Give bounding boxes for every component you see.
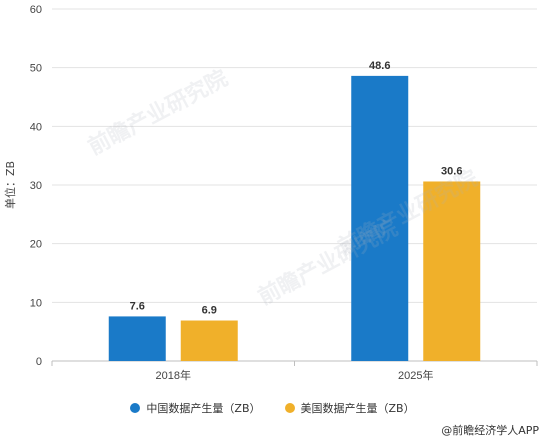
legend-item: 中国数据产生量（ZB） bbox=[130, 400, 261, 416]
data-label: 6.9 bbox=[202, 305, 217, 317]
y-tick-label: 50 bbox=[30, 63, 42, 75]
legend-marker bbox=[130, 403, 141, 413]
legend-item: 美国数据产生量（ZB） bbox=[284, 400, 415, 416]
legend-marker bbox=[284, 403, 295, 413]
data-label: 48.6 bbox=[369, 60, 390, 72]
legend-label: 中国数据产生量（ZB） bbox=[146, 402, 261, 415]
data-label: 30.6 bbox=[441, 165, 462, 177]
y-axis-label: 单位：ZB bbox=[3, 161, 17, 209]
bar bbox=[423, 181, 481, 361]
legend-label: 美国数据产生量（ZB） bbox=[300, 402, 415, 415]
y-tick-label: 0 bbox=[36, 356, 42, 368]
x-tick-label: 2025年 bbox=[398, 368, 433, 382]
y-tick-label: 30 bbox=[30, 180, 42, 192]
bar bbox=[108, 316, 166, 361]
chart-legend: 中国数据产生量（ZB） 美国数据产生量（ZB） bbox=[0, 400, 545, 416]
bar bbox=[351, 75, 409, 361]
y-tick-label: 40 bbox=[30, 121, 42, 133]
bar bbox=[180, 320, 238, 361]
y-tick-label: 60 bbox=[30, 4, 42, 16]
bar-chart: 0 10 20 30 40 50 60 单位：ZB 7.6 6.9 2018年 48.6 30.6 202… bbox=[3, 4, 538, 382]
x-tick-label: 2018年 bbox=[156, 368, 191, 382]
source-credit: @前瞻经济学人APP bbox=[441, 424, 539, 437]
y-tick-label: 10 bbox=[30, 297, 42, 309]
y-tick-label: 20 bbox=[30, 239, 42, 251]
data-label: 7.6 bbox=[130, 300, 145, 312]
